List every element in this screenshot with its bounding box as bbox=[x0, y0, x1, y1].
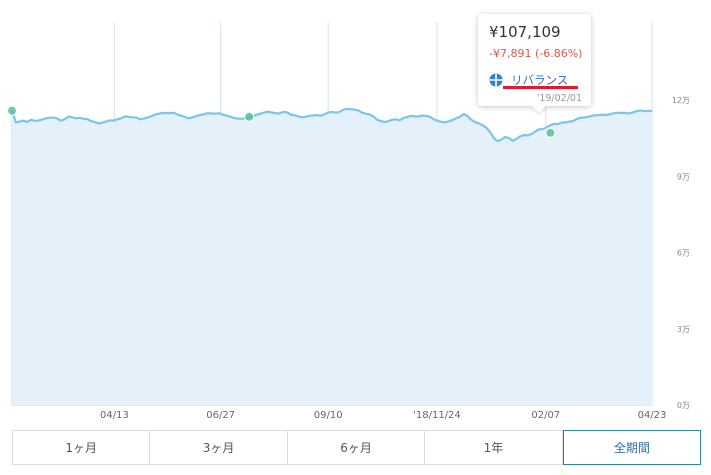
tooltip-price: ¥107,109 bbox=[489, 23, 561, 41]
y-tick-label: 0万 bbox=[677, 401, 690, 410]
x-tick-label: 04/13 bbox=[100, 410, 129, 421]
x-tick-label: 04/23 bbox=[638, 410, 667, 421]
y-tick-label: 3万 bbox=[677, 325, 690, 334]
period-tab-6m[interactable]: 6ヶ月 bbox=[287, 430, 426, 465]
x-tick-label: '18/11/24 bbox=[413, 410, 461, 421]
x-tick-label: 02/07 bbox=[531, 410, 560, 421]
chart-area-fill bbox=[12, 108, 652, 406]
x-tick-label: 09/10 bbox=[314, 410, 343, 421]
portfolio-value-chart[interactable]: 04/13 06/27 09/10 '18/11/24 02/07 04/23 12万 9万… bbox=[0, 0, 711, 425]
chart-series-line bbox=[10, 107, 652, 143]
y-tick-label: 9万 bbox=[677, 172, 690, 181]
event-marker-point-2[interactable] bbox=[244, 111, 255, 122]
x-tick-label: 06/27 bbox=[206, 410, 235, 421]
value-tooltip: ¥107,109 -¥7,891 (-6.86%) リバランス '19/02/0… bbox=[478, 14, 591, 106]
event-highlight-underline bbox=[503, 86, 578, 89]
period-selector: 1ヶ月 3ヶ月 6ヶ月 1年 全期間 bbox=[12, 430, 702, 465]
period-tab-3m[interactable]: 3ヶ月 bbox=[150, 430, 288, 465]
rebalance-globe-icon bbox=[489, 73, 503, 87]
event-marker-point-1[interactable] bbox=[7, 105, 17, 116]
period-tab-all[interactable]: 全期間 bbox=[562, 430, 702, 465]
y-tick-label: 12万 bbox=[672, 96, 690, 105]
period-tab-1y[interactable]: 1年 bbox=[425, 430, 563, 465]
event-marker-point-3[interactable] bbox=[545, 127, 556, 138]
period-tab-1m[interactable]: 1ヶ月 bbox=[12, 430, 151, 465]
tooltip-event-link[interactable]: リバランス bbox=[511, 73, 569, 87]
tooltip-change: -¥7,891 (-6.86%) bbox=[489, 47, 583, 60]
y-tick-label: 6万 bbox=[677, 249, 690, 258]
tooltip-date: '19/02/01 bbox=[536, 93, 582, 104]
